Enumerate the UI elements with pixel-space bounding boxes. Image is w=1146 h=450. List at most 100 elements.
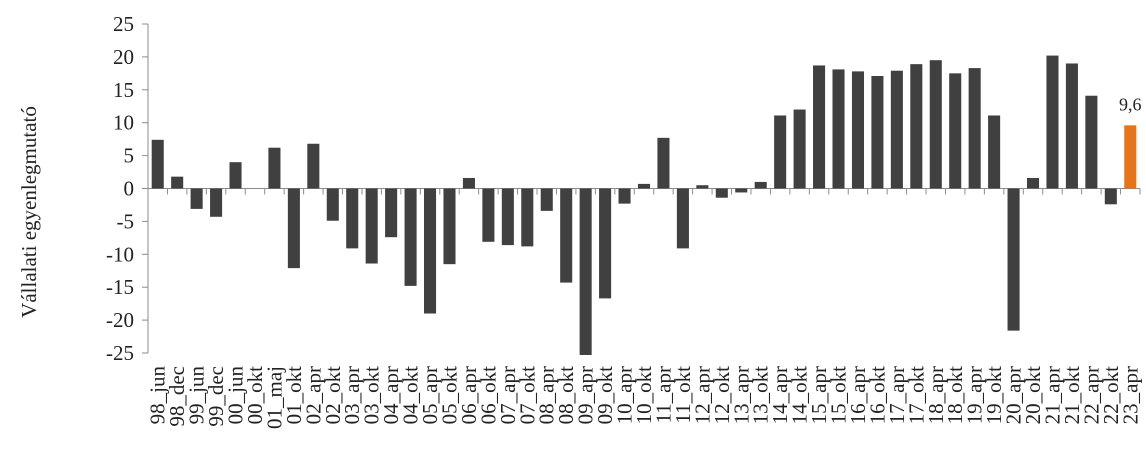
x-tick-label: 15_apr xyxy=(807,366,831,424)
bar-06_okt xyxy=(482,188,495,242)
bar-12_okt xyxy=(715,188,728,198)
x-tick-label: 10_apr xyxy=(613,366,637,424)
bar-21_okt xyxy=(1065,63,1078,189)
bar-20_apr xyxy=(1007,188,1020,331)
bar-23_apr xyxy=(1124,125,1137,189)
x-tick-label: 03_apr xyxy=(340,366,364,424)
bar-10_apr xyxy=(618,188,631,204)
bar-10_okt xyxy=(637,183,651,189)
x-tick-label: 02_apr xyxy=(301,366,325,424)
bar-22_apr xyxy=(1085,95,1098,189)
x-tick-label: 07_apr xyxy=(496,366,520,424)
x-tick-label: 11_apr xyxy=(651,366,675,424)
y-tick-label: -20 xyxy=(106,308,134,332)
bars xyxy=(151,55,1137,355)
x-tick-label: 06_okt xyxy=(476,366,500,425)
x-tick-label: 21_apr xyxy=(1040,366,1064,424)
y-tick-label: -10 xyxy=(106,242,134,266)
x-axis: 98_jun98_dec99_jun99_dec00_jun00_okt01_m… xyxy=(146,188,1142,429)
x-tick-label: 01_okt xyxy=(282,366,306,425)
x-tick-label: 13_apr xyxy=(729,366,753,424)
x-tick-label: 04_apr xyxy=(379,366,403,424)
x-tick-label: 99_dec xyxy=(204,366,228,427)
x-tick-label: 20_apr xyxy=(1002,366,1026,424)
x-tick-label: 11_okt xyxy=(671,366,695,424)
bar-11_okt xyxy=(676,188,689,249)
x-tick-label: 18_apr xyxy=(924,366,948,424)
y-tick-label: 20 xyxy=(113,45,134,69)
bar-14_apr xyxy=(774,115,787,189)
bar-15_okt xyxy=(832,69,845,189)
x-tick-label: 23_apr xyxy=(1118,366,1142,424)
bar-05_apr xyxy=(424,188,437,314)
x-tick-label: 06_apr xyxy=(457,366,481,424)
bar-13_okt xyxy=(754,181,767,189)
x-tick-label: 16_okt xyxy=(865,366,889,425)
x-tick-label: 22_okt xyxy=(1099,366,1123,425)
x-tick-label: 21_okt xyxy=(1060,366,1084,425)
bar-08_okt xyxy=(560,188,573,283)
bar-07_okt xyxy=(521,188,534,247)
y-tick-label: 25 xyxy=(113,12,134,36)
y-tick-label: 0 xyxy=(124,177,135,201)
x-tick-label: 14_okt xyxy=(788,366,812,425)
bar-19_apr xyxy=(968,68,981,189)
x-tick-label: 19_okt xyxy=(982,366,1006,425)
bar-03_apr xyxy=(346,188,359,249)
x-tick-label: 16_apr xyxy=(846,366,870,424)
x-tick-label: 05_apr xyxy=(418,366,442,424)
y-axis-label: Vállalati egyenlegmutató xyxy=(17,106,41,318)
x-tick-label: 14_apr xyxy=(768,366,792,424)
bar-09_apr xyxy=(579,188,592,355)
bar-15_apr xyxy=(813,65,826,189)
bar-08_apr xyxy=(540,188,553,211)
bar-99_jun xyxy=(190,188,203,209)
x-tick-label: 05_okt xyxy=(437,366,461,425)
bar-01_okt xyxy=(287,188,300,269)
x-tick-label: 99_jun xyxy=(185,366,209,425)
bar-17_apr xyxy=(890,70,903,189)
bar-02_apr xyxy=(307,143,320,189)
x-tick-label: 13_okt xyxy=(749,366,773,425)
y-tick-label: -25 xyxy=(106,341,134,365)
bar-18_apr xyxy=(929,60,942,189)
x-tick-label: 08_okt xyxy=(554,366,578,425)
bar-06_apr xyxy=(462,177,475,189)
bar-01_maj xyxy=(268,147,281,189)
bar-19_okt xyxy=(988,115,1001,189)
bar-07_apr xyxy=(501,188,514,246)
bar-00_jun xyxy=(229,162,242,189)
bar-17_okt xyxy=(910,64,923,189)
x-tick-label: 00_jun xyxy=(224,366,248,425)
annotations: 9,6 xyxy=(1119,94,1142,114)
bar-13_apr xyxy=(735,188,748,193)
x-tick-label: 00_okt xyxy=(243,366,267,425)
bar-09_okt xyxy=(599,188,612,299)
bar-14_okt xyxy=(793,109,806,189)
x-tick-label: 18_okt xyxy=(943,366,967,425)
bar-04_okt xyxy=(404,188,417,286)
bar-11_apr xyxy=(657,137,670,189)
x-tick-label: 12_okt xyxy=(710,366,734,425)
bar-22_okt xyxy=(1104,188,1117,205)
x-tick-label: 15_okt xyxy=(827,366,851,425)
x-tick-label: 10_okt xyxy=(632,366,656,425)
bar-16_okt xyxy=(871,75,884,189)
x-tick-label: 19_apr xyxy=(963,366,987,424)
y-tick-label: -15 xyxy=(106,275,134,299)
y-tick-label: -5 xyxy=(117,209,135,233)
x-tick-label: 08_apr xyxy=(535,366,559,424)
bar-05_okt xyxy=(443,188,456,265)
bar-03_okt xyxy=(365,188,378,264)
bar-18_okt xyxy=(949,73,962,189)
bar-20_okt xyxy=(1026,177,1040,189)
data-label-last: 9,6 xyxy=(1119,94,1142,114)
bar-98_jun xyxy=(151,139,164,189)
x-tick-label: 09_apr xyxy=(574,366,598,424)
x-tick-label: 02_okt xyxy=(321,366,345,425)
x-tick-label: 07_okt xyxy=(515,366,539,425)
x-tick-label: 04_okt xyxy=(399,366,423,425)
x-tick-label: 01_maj xyxy=(262,366,286,429)
x-tick-label: 03_okt xyxy=(360,366,384,425)
bar-21_apr xyxy=(1046,55,1059,189)
